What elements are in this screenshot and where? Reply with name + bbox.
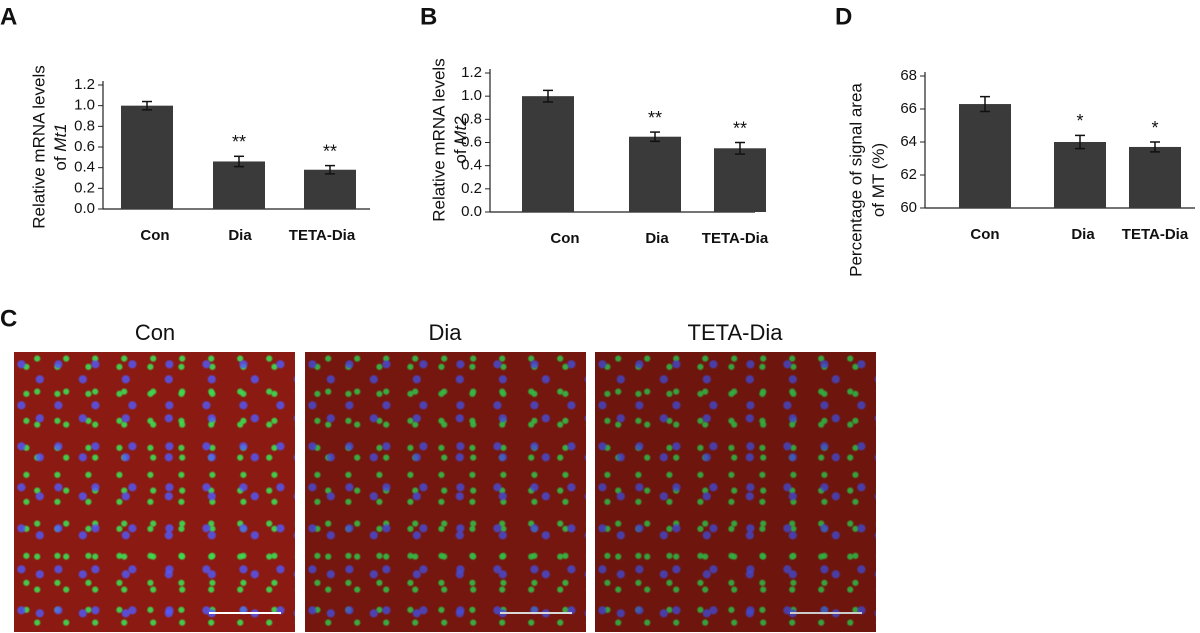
- y-tick-label: 1.0: [74, 97, 95, 114]
- x-tick-label: Dia: [228, 227, 252, 244]
- y-axis-label-part: of MT (%): [869, 143, 888, 217]
- bar: [1129, 146, 1181, 208]
- bar: [629, 136, 681, 212]
- bar: [1054, 142, 1106, 208]
- scale-bar: [500, 612, 572, 614]
- y-tick-label: 0.6: [461, 133, 482, 150]
- x-tick-label: Dia: [1071, 226, 1095, 243]
- y-tick-label: 0.0: [74, 200, 95, 217]
- significance: **: [232, 132, 246, 152]
- y-axis-label: of Mt2: [451, 116, 470, 164]
- y-axis-label: of MT (%): [869, 143, 888, 217]
- y-tick-label: 0.0: [461, 203, 482, 220]
- y-tick-label: 66: [900, 100, 917, 117]
- micrograph: [14, 352, 295, 632]
- x-tick-label: Con: [550, 230, 579, 247]
- y-tick-label: 0.4: [461, 157, 482, 174]
- panel-label: A: [0, 3, 17, 30]
- y-axis-label-part: of: [51, 156, 70, 170]
- y-axis-label: of Mt1: [51, 123, 70, 170]
- panel-label: B: [420, 3, 437, 30]
- x-tick-label: Dia: [645, 230, 669, 247]
- bar: [959, 104, 1011, 208]
- x-tick-label: TETA-Dia: [702, 230, 769, 247]
- significance: *: [1151, 118, 1158, 138]
- y-axis-label: Relative mRNA levels: [429, 58, 448, 221]
- y-tick-label: 0.8: [461, 110, 482, 127]
- bar: [304, 169, 356, 209]
- x-tick-label: TETA-Dia: [1122, 226, 1189, 243]
- bar: [213, 161, 265, 209]
- y-tick-label: 68: [900, 67, 917, 84]
- micrograph-title: Dia: [428, 320, 462, 345]
- x-tick-label: Con: [140, 227, 169, 244]
- micrograph: [305, 352, 586, 632]
- y-tick-label: 1.2: [461, 64, 482, 81]
- bar: [121, 105, 173, 209]
- micrograph: [595, 352, 876, 632]
- bar: [522, 96, 574, 212]
- y-tick-label: 1.2: [74, 76, 95, 93]
- micrograph-title: Con: [135, 320, 175, 345]
- y-tick-label: 62: [900, 166, 917, 183]
- scale-bar: [790, 612, 862, 614]
- y-axis-label-part: Mt2: [451, 116, 470, 145]
- y-tick-label: 0.6: [74, 138, 95, 155]
- significance: **: [648, 108, 662, 128]
- y-axis-label-part: of: [451, 149, 470, 163]
- panel-label: D: [835, 3, 852, 30]
- y-axis-label: Percentage of signal area: [846, 83, 865, 277]
- y-tick-label: 60: [900, 199, 917, 216]
- significance: *: [1076, 111, 1083, 131]
- scale-bar: [209, 612, 281, 614]
- y-tick-label: 0.2: [461, 180, 482, 197]
- bar: [714, 148, 766, 212]
- y-tick-label: 0.8: [74, 117, 95, 134]
- y-tick-label: 0.2: [74, 179, 95, 196]
- significance: **: [733, 118, 747, 138]
- significance: **: [323, 141, 337, 161]
- y-tick-label: 0.4: [74, 159, 95, 176]
- x-tick-label: TETA-Dia: [289, 227, 356, 244]
- micrograph-title: TETA-Dia: [688, 320, 784, 345]
- y-axis-label: Relative mRNA levels: [29, 65, 48, 228]
- y-tick-label: 64: [900, 133, 917, 150]
- panel-label: C: [0, 305, 17, 332]
- y-tick-label: 1.0: [461, 87, 482, 104]
- x-tick-label: Con: [970, 226, 999, 243]
- y-axis-label-part: Mt1: [51, 123, 70, 151]
